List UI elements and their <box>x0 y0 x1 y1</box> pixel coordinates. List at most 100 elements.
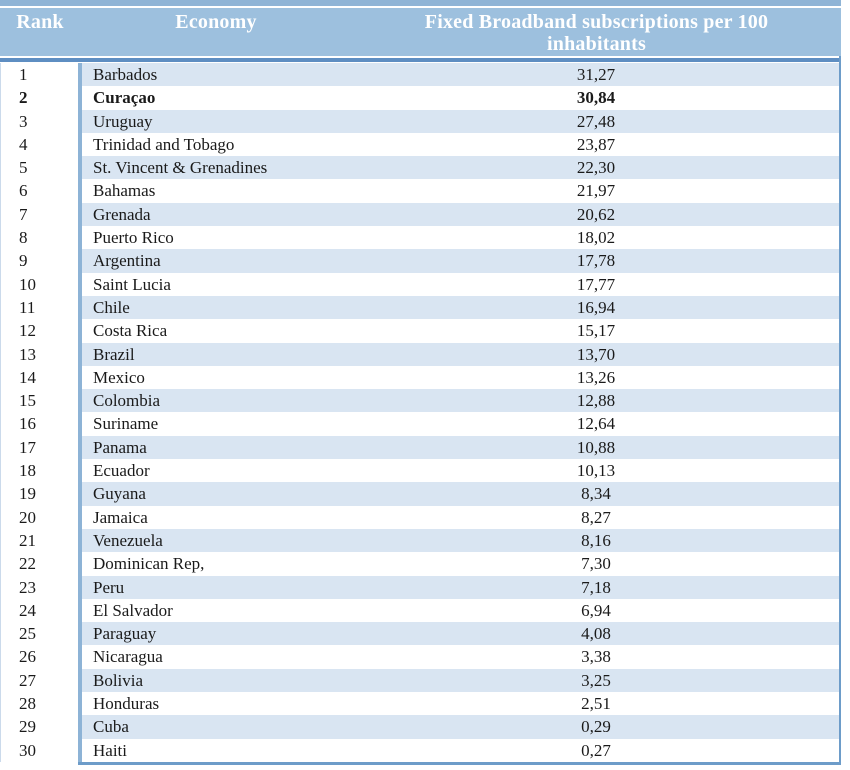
economy-cell: Costa Rica <box>93 321 168 341</box>
economy-cell: Nicaragua <box>93 647 163 667</box>
economy-cell: St. Vincent & Grenadines <box>93 158 268 178</box>
row-main: Dominican Rep, 7,30 <box>82 552 841 576</box>
column-separator <box>78 202 82 227</box>
rank-cell: 16 <box>1 412 78 436</box>
row-main: Paraguay 4,08 <box>82 622 841 646</box>
row-main: El Salvador 6,94 <box>82 598 841 623</box>
row-main: Jamaica 8,27 <box>82 505 841 529</box>
rank-cell: 7 <box>1 202 78 227</box>
column-separator <box>78 459 82 483</box>
value-cell: 10,88 <box>576 437 616 457</box>
row-main: Chile 16,94 <box>82 295 841 320</box>
value-cell: 8,34 <box>581 484 611 504</box>
rank-cell: 1 <box>1 63 78 87</box>
table-row: 25 Paraguay 4,08 <box>1 622 841 646</box>
column-separator <box>78 226 82 250</box>
header-value: Fixed Broadband subscriptions per 100 in… <box>352 8 841 56</box>
header-gap <box>0 56 841 58</box>
value-cell: 0,29 <box>581 717 611 737</box>
row-main: Panama 10,88 <box>82 435 841 460</box>
column-separator <box>78 156 82 180</box>
strip-gap <box>0 6 841 8</box>
rank-cell: 24 <box>1 598 78 623</box>
row-main: St. Vincent & Grenadines 22,30 <box>82 156 841 180</box>
economy-cell: Mexico <box>93 367 145 387</box>
column-separator <box>78 505 82 529</box>
economy-cell: Bolivia <box>93 670 144 690</box>
economy-cell: Trinidad and Tobago <box>93 134 235 154</box>
row-main: Ecuador 10,13 <box>82 459 841 483</box>
header-underline <box>0 58 841 62</box>
rank-cell: 2 <box>1 86 78 110</box>
row-main: Venezuela 8,16 <box>82 528 841 553</box>
value-cell: 12,64 <box>576 414 616 434</box>
row-main: Bolivia 3,25 <box>82 668 841 693</box>
value-cell: 8,16 <box>581 530 611 550</box>
economy-cell: Haiti <box>93 740 127 760</box>
header-rank: Rank <box>16 11 64 33</box>
rank-cell: 29 <box>1 715 78 739</box>
table-row: 20 Jamaica 8,27 <box>1 505 841 529</box>
header-economy: Economy <box>175 11 257 33</box>
column-separator <box>78 598 82 623</box>
table-row: 23 Peru 7,18 <box>1 575 841 599</box>
economy-cell: Panama <box>93 437 147 457</box>
table-row: 19 Guyana 8,34 <box>1 482 841 506</box>
table-row: 9 Argentina 17,78 <box>1 249 841 273</box>
column-separator <box>78 552 82 576</box>
table-row: 4 Trinidad and Tobago 23,87 <box>1 132 841 157</box>
row-main: Grenada 20,62 <box>82 202 841 227</box>
value-cell: 17,77 <box>576 274 616 294</box>
value-cell: 15,17 <box>576 321 616 341</box>
value-cell: 10,13 <box>576 461 616 481</box>
column-separator <box>78 622 82 646</box>
column-separator <box>78 342 82 366</box>
row-main: Puerto Rico 18,02 <box>82 226 841 250</box>
economy-cell: Peru <box>93 577 125 597</box>
economy-cell: Bahamas <box>93 181 156 201</box>
table-row: 11 Chile 16,94 <box>1 295 841 320</box>
economy-cell: Brazil <box>93 344 135 364</box>
column-separator <box>78 63 82 87</box>
column-separator <box>78 132 82 157</box>
economy-cell: Venezuela <box>93 530 163 550</box>
value-cell: 12,88 <box>576 391 616 411</box>
row-main: Trinidad and Tobago 23,87 <box>82 132 841 157</box>
rank-cell: 19 <box>1 482 78 506</box>
value-cell: 21,97 <box>576 181 616 201</box>
table-row: 3 Uruguay 27,48 <box>1 109 841 133</box>
rank-cell: 21 <box>1 528 78 553</box>
value-cell: 16,94 <box>576 297 616 317</box>
column-separator <box>78 645 82 669</box>
value-cell: 7,30 <box>581 554 611 574</box>
row-main: Mexico 13,26 <box>82 365 841 390</box>
column-separator <box>78 86 82 110</box>
column-separator <box>78 295 82 320</box>
value-cell: 22,30 <box>576 158 616 178</box>
economy-cell: Puerto Rico <box>93 228 174 248</box>
table-top-strip <box>0 0 841 6</box>
table-row: 24 El Salvador 6,94 <box>1 598 841 623</box>
value-cell: 2,51 <box>581 694 611 714</box>
table-bottom-border <box>78 761 841 765</box>
column-separator <box>78 109 82 133</box>
economy-cell: Ecuador <box>93 461 150 481</box>
column-separator <box>78 575 82 599</box>
rank-cell: 5 <box>1 156 78 180</box>
column-separator <box>78 249 82 273</box>
value-cell: 7,18 <box>581 577 611 597</box>
table-row: 13 Brazil 13,70 <box>1 342 841 366</box>
value-cell: 23,87 <box>576 134 616 154</box>
value-cell: 17,78 <box>576 251 616 271</box>
economy-cell: El Salvador <box>93 600 173 620</box>
value-cell: 4,08 <box>581 624 611 644</box>
table-row: 10 Saint Lucia 17,77 <box>1 272 841 296</box>
rank-cell: 4 <box>1 132 78 157</box>
value-cell: 0,27 <box>581 740 611 760</box>
rank-cell: 30 <box>1 738 78 762</box>
row-main: Bahamas 21,97 <box>82 179 841 203</box>
value-cell: 3,25 <box>581 670 611 690</box>
column-separator <box>78 272 82 296</box>
table-header-row: Rank Economy Fixed Broadband subscriptio… <box>0 8 841 56</box>
